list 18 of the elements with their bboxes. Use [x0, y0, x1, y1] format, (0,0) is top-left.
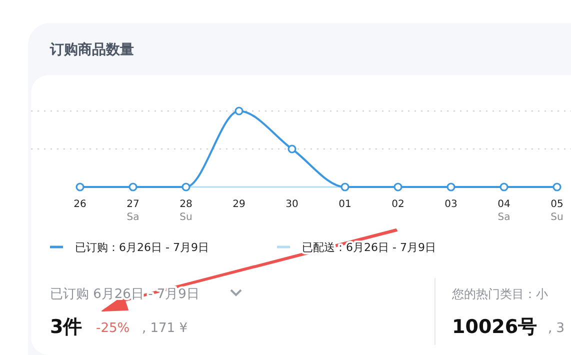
x-tick-label: 26: [74, 199, 86, 210]
text: -25%: [96, 321, 130, 336]
text: , 171 ¥: [142, 321, 188, 336]
x-tick-label: 01: [338, 199, 352, 210]
x-tick-label: 30: [286, 199, 298, 210]
x-tick-label: 03: [444, 199, 458, 210]
x-tick-label: 02: [392, 199, 404, 210]
x-tick-label: 04 Sa: [498, 199, 510, 223]
chart-title: 订购商品数量: [49, 41, 134, 58]
text: 10026号: [452, 316, 538, 338]
x-tick-label: 05 Su: [550, 199, 564, 223]
x-tick-label: 29: [232, 199, 246, 210]
x-tick-label: 27 Sa: [126, 199, 140, 223]
x-tick-label: 28 Su: [180, 199, 192, 223]
text: 3件: [50, 316, 82, 338]
legend-label: 已订购：6月26日 - 7月9日: [75, 241, 209, 254]
text: , 3: [548, 321, 565, 336]
text: 您的热门类目：小: [451, 287, 548, 301]
